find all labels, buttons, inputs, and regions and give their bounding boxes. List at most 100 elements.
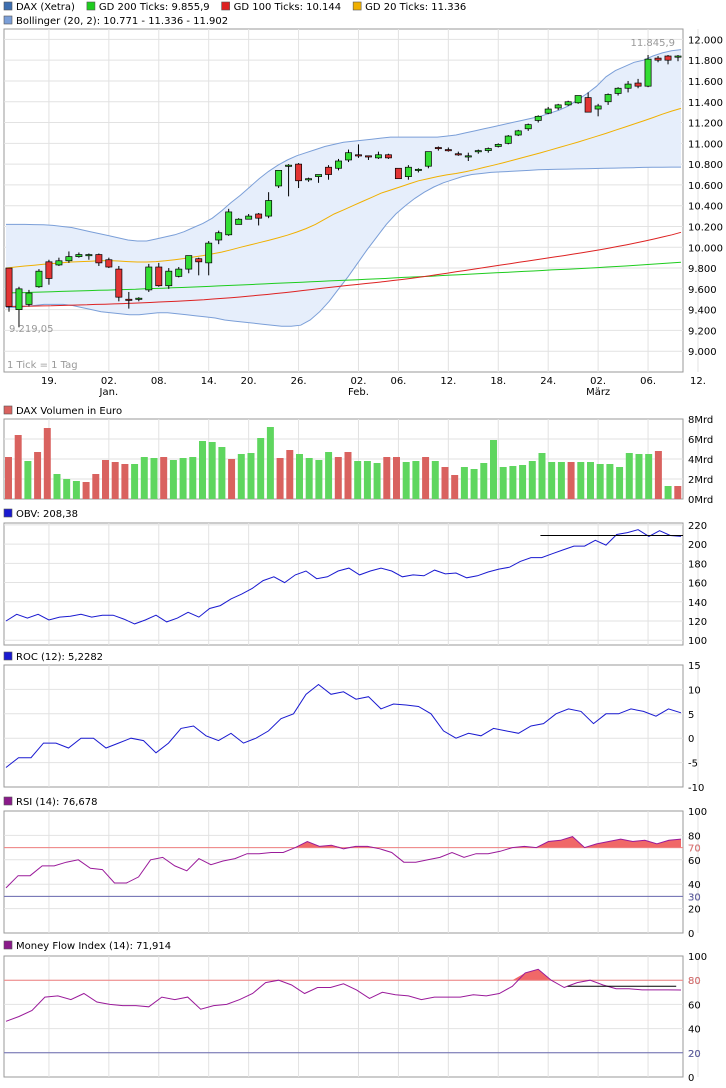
- obv-y-tick-label: 220: [688, 521, 707, 532]
- price-y-tick-label: 9.000: [688, 347, 717, 358]
- mfi-band-label: 80: [688, 976, 701, 987]
- volume-bar: [43, 428, 51, 499]
- mfi-y-tick-label: 20: [688, 1049, 701, 1060]
- volume-bar: [499, 467, 507, 499]
- volume-bar: [14, 435, 22, 499]
- candle-body: [335, 160, 342, 169]
- volume-bar: [247, 453, 255, 499]
- candle-body: [125, 298, 133, 301]
- candle-body: [225, 211, 233, 236]
- candle-body: [205, 242, 213, 264]
- volume-y-tick-label: 0Mrd: [688, 495, 713, 506]
- candle-body: [215, 232, 223, 241]
- volume-bar: [664, 486, 672, 499]
- mfi-plot-area: [3, 955, 684, 1078]
- x-tick-label: 26.: [291, 376, 307, 387]
- price-high-annotation: 11.845,9: [630, 38, 675, 49]
- price-y-tick-label: 10.800: [688, 160, 723, 171]
- candle-body: [534, 115, 542, 121]
- mfi-y-tick-label: 60: [688, 1000, 701, 1011]
- obv-panel: 100 120 140 160 180 200 220: [3, 521, 707, 647]
- candle-body: [75, 254, 83, 257]
- volume-bar: [451, 475, 459, 499]
- candle-body: [494, 144, 502, 147]
- volume-bar: [519, 465, 527, 499]
- volume-bar: [412, 461, 420, 499]
- price-y-tick-label: 10.000: [688, 243, 723, 254]
- roc-y-tick-label: -10: [688, 783, 704, 794]
- price-panel: 9.000 9.200 9.400 9.600 9.800 10.000 10.200 10.…: [3, 28, 723, 373]
- volume-bar: [208, 442, 216, 499]
- roc-plot-area: [3, 664, 684, 788]
- roc-legend-swatch-0: [3, 651, 13, 661]
- candle-body: [135, 297, 143, 300]
- price-y-tick-label: 11.200: [688, 119, 723, 130]
- volume-bar: [72, 481, 80, 499]
- x-tick-label: 02.: [351, 376, 367, 387]
- volume-bar: [199, 441, 206, 499]
- volume-bar: [150, 458, 158, 499]
- candle-body: [524, 124, 532, 130]
- volume-bar: [606, 464, 614, 499]
- mfi-legend-swatch-0: [3, 940, 13, 950]
- obv-y-tick-label: 140: [688, 598, 707, 609]
- volume-bar: [587, 462, 594, 499]
- volume-bar: [480, 463, 488, 499]
- volume-bar: [596, 464, 604, 499]
- candle-body: [414, 168, 422, 171]
- price-y-tick-label: 11.800: [688, 56, 723, 67]
- candle-body: [404, 166, 412, 177]
- obv-y-tick-label: 160: [688, 579, 707, 590]
- rsi-y-tick-label: 70: [688, 844, 701, 855]
- mfi-y-tick-label: 0: [688, 1073, 694, 1084]
- candle-body: [255, 213, 263, 219]
- candle-body: [464, 155, 472, 158]
- volume-bar: [460, 467, 468, 499]
- mfi-band-label: 20: [688, 1049, 701, 1060]
- volume-bar: [616, 467, 624, 499]
- candle-body: [614, 87, 622, 94]
- x-tick-label: 02.: [590, 376, 606, 387]
- rsi-y-tick-label: 100: [688, 807, 707, 818]
- candle-body: [544, 108, 552, 114]
- volume-bar: [373, 463, 381, 499]
- mfi-y-tick-label: 80: [688, 976, 701, 987]
- roc-y-tick-label: 0: [688, 734, 694, 745]
- candle-body: [305, 178, 312, 181]
- volume-bar: [354, 461, 362, 499]
- volume-bar: [189, 457, 197, 499]
- rsi-legend: RSI (14): 76,678: [3, 796, 98, 808]
- obv-y-tick-label: 100: [688, 636, 707, 647]
- rsi-band-label: 30: [688, 892, 701, 903]
- roc-legend-label-0: ROC (12): 5,2282: [16, 652, 103, 663]
- candle-body: [444, 149, 452, 152]
- candle-body: [375, 154, 382, 159]
- rsi-y-tick-label: 30: [688, 892, 701, 903]
- volume-bar: [548, 462, 556, 499]
- price-y-tick-label: 11.400: [688, 98, 723, 109]
- rsi-band-label: 70: [688, 844, 701, 855]
- volume-bar: [121, 464, 129, 499]
- bollinger-lower-line: [6, 166, 681, 327]
- price-low-annotation: 9.219,05: [9, 324, 54, 335]
- x-tick-label: 12.: [690, 376, 706, 387]
- tick-note: 1 Tick = 1 Tag: [7, 360, 78, 371]
- rsi-line: [5, 836, 682, 889]
- volume-bar: [24, 461, 32, 499]
- candle-body: [355, 154, 362, 157]
- volume-bar: [102, 460, 109, 499]
- volume-panel: 0Mrd 2Mrd 4Mrd 6Mrd 8Mrd: [3, 415, 713, 506]
- x-tick-label: 06.: [640, 376, 656, 387]
- roc-panel: -10 -5 0 5 10 15: [3, 661, 704, 794]
- candle-body: [295, 163, 303, 182]
- rsi-legend-label-0: RSI (14): 76,678: [16, 797, 98, 808]
- price-legend-swatch-3: [352, 1, 362, 11]
- price-y-tick-label: 12.000: [688, 35, 723, 46]
- volume-bar: [257, 438, 265, 499]
- bollinger-band-fill: [6, 49, 681, 327]
- volume-bar: [645, 454, 653, 499]
- candle-body: [175, 268, 183, 277]
- x-tick-label: 20.: [241, 376, 257, 387]
- volume-bar: [577, 462, 585, 499]
